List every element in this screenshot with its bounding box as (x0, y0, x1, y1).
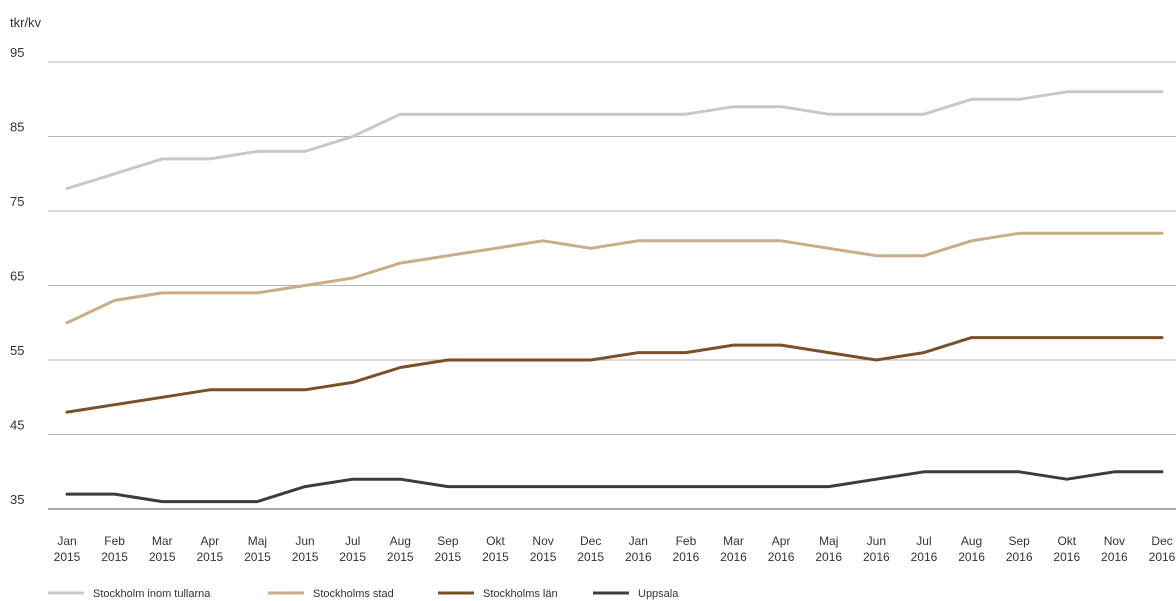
x-tick-year: 2016 (863, 550, 890, 564)
y-tick-label: 35 (10, 492, 24, 507)
x-tick-month: Aug (390, 534, 411, 548)
x-tick-month: Dec (1151, 534, 1172, 548)
y-tick-label: 65 (10, 269, 24, 284)
x-tick-month: Nov (532, 534, 553, 548)
x-tick-year: 2015 (577, 550, 604, 564)
x-tick-year: 2015 (149, 550, 176, 564)
x-tick-year: 2016 (1006, 550, 1033, 564)
x-tick-month: Maj (819, 534, 838, 548)
x-tick-month: Jul (916, 534, 931, 548)
series-line-3 (65, 470, 1164, 504)
x-tick-month: Jan (57, 534, 76, 548)
y-tick-label: 95 (10, 45, 24, 60)
x-tick-month: Sep (1008, 534, 1030, 548)
legend-label: Uppsala (638, 588, 679, 600)
y-tick-label: 55 (10, 343, 24, 358)
x-tick-year: 2015 (435, 550, 462, 564)
x-tick-month: Apr (200, 534, 219, 548)
x-tick-month: Jun (295, 534, 314, 548)
legend-label: Stockholms län (483, 588, 558, 600)
x-tick-year: 2016 (1053, 550, 1080, 564)
x-tick-month: Jan (629, 534, 648, 548)
x-tick-year: 2016 (768, 550, 795, 564)
x-axis-ticks: Jan 2015 Feb 2015 Mar 2015 Apr 2015 Maj 2015 Jun 20… (54, 534, 1176, 564)
y-tick-label: 85 (10, 120, 24, 135)
x-tick-month: Feb (676, 534, 697, 548)
x-tick-month: Okt (486, 534, 505, 548)
legend-label: Stockholms stad (313, 588, 394, 600)
series-line-0 (65, 90, 1164, 191)
x-tick-year: 2015 (530, 550, 557, 564)
x-tick-month: Maj (248, 534, 267, 548)
series-line-1 (65, 231, 1164, 325)
x-tick-year: 2015 (101, 550, 128, 564)
x-tick-month: Apr (772, 534, 791, 548)
x-tick-year: 2015 (292, 550, 319, 564)
x-tick-year: 2016 (1149, 550, 1176, 564)
x-tick-month: Aug (961, 534, 982, 548)
legend: Stockholm inom tullarna Stockholms stad St… (48, 588, 679, 600)
x-tick-year: 2015 (387, 550, 414, 564)
x-tick-month: Jun (867, 534, 886, 548)
x-tick-year: 2016 (673, 550, 700, 564)
y-tick-label: 45 (10, 418, 24, 433)
x-tick-year: 2016 (1101, 550, 1128, 564)
x-tick-year: 2016 (958, 550, 985, 564)
x-tick-year: 2015 (196, 550, 223, 564)
x-tick-month: Jul (345, 534, 360, 548)
x-tick-year: 2015 (339, 550, 366, 564)
x-tick-month: Mar (723, 534, 744, 548)
x-tick-year: 2015 (482, 550, 509, 564)
x-tick-year: 2015 (54, 550, 81, 564)
x-tick-month: Nov (1104, 534, 1125, 548)
y-axis-label: tkr/kv (10, 15, 42, 30)
x-tick-year: 2016 (911, 550, 938, 564)
series-line-2 (65, 336, 1164, 414)
y-tick-label: 75 (10, 194, 24, 209)
x-tick-year: 2016 (815, 550, 842, 564)
series-lines (65, 90, 1164, 504)
x-tick-month: Mar (152, 534, 173, 548)
x-tick-month: Okt (1057, 534, 1076, 548)
x-tick-year: 2015 (244, 550, 271, 564)
x-tick-month: Feb (104, 534, 125, 548)
x-tick-month: Sep (437, 534, 459, 548)
y-axis-ticks: 35 45 55 65 75 85 95 (10, 45, 24, 507)
x-tick-month: Dec (580, 534, 601, 548)
x-tick-year: 2016 (720, 550, 747, 564)
legend-label: Stockholm inom tullarna (93, 588, 211, 600)
x-tick-year: 2016 (625, 550, 652, 564)
grid (48, 61, 1176, 510)
